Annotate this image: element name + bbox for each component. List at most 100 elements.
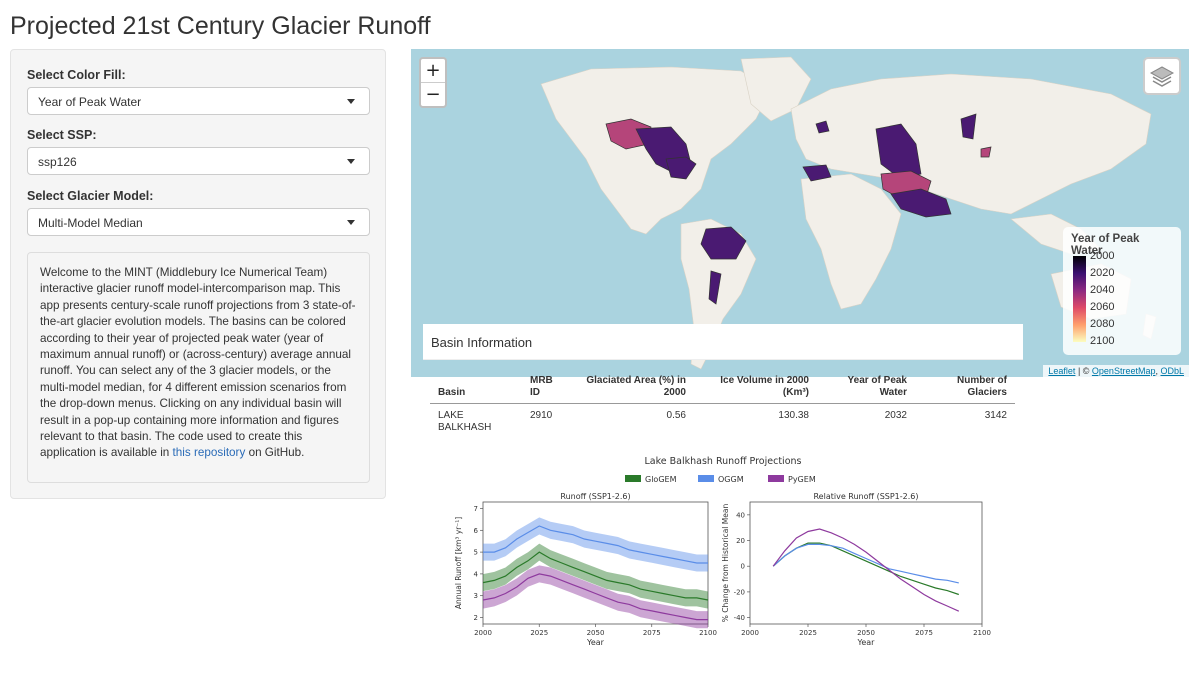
x-axis-label: Year [586, 638, 605, 647]
glacier-model-label: Select Glacier Model: [27, 189, 154, 203]
repository-link[interactable]: this repository [172, 446, 246, 460]
legend-tick: 2040 [1090, 284, 1115, 296]
layers-icon [1149, 66, 1175, 87]
legend-tick: 2020 [1090, 267, 1115, 279]
column-header: MRB ID [522, 373, 572, 404]
basin-amazon [700, 226, 747, 260]
zoom-control: + − [419, 57, 447, 108]
legend-label: OGGM [718, 475, 744, 484]
table-cell: LAKE BALKHASH [438, 410, 492, 433]
x-tick-label: 2075 [643, 629, 661, 637]
africa [800, 173, 902, 310]
subplot-title: Relative Runoff (SSP1-2.6) [813, 492, 918, 501]
legend-label: PyGEM [788, 475, 816, 484]
series-band-pygem [483, 565, 708, 629]
legend-tick: 2100 [1090, 335, 1115, 347]
y-tick-label: 4 [474, 570, 479, 578]
zoom-out-button[interactable]: − [425, 84, 441, 105]
x-tick-label: 2025 [530, 629, 548, 637]
legend-title: Year of Peak Water [1071, 233, 1140, 257]
x-tick-label: 2025 [799, 629, 817, 637]
basin-info-title: Basin Information [431, 335, 533, 350]
y-tick-label: 2 [474, 614, 478, 622]
chevron-down-icon [347, 159, 355, 164]
series-line-glogem [482, 551, 709, 601]
runoff-figure: Lake Balkhash Runoff Projections GloGEM OG… [453, 451, 993, 651]
basin-map[interactable]: + − Year of Peak Water 2000 2020 2040 20… [411, 49, 1189, 377]
series-line-glogem [772, 542, 959, 596]
page-title: Projected 21st Century Glacier Runoff [10, 12, 431, 40]
eurasia [790, 73, 1152, 215]
runoff-charts-svg: Lake Balkhash Runoff Projections GloGEM OG… [454, 456, 991, 647]
welcome-tail: on GitHub. [248, 446, 305, 460]
color-fill-select[interactable]: Year of Peak Water [27, 87, 370, 115]
basin-central-asia [875, 123, 922, 180]
series-line-oggm [483, 525, 708, 564]
table-cell: 3142 [984, 410, 1007, 421]
y-tick-label: 3 [474, 592, 478, 600]
column-header: Basin [430, 373, 522, 404]
legend-swatch [768, 475, 784, 482]
basin-east-siberia [960, 113, 977, 140]
glacier-model-value: Multi-Model Median [38, 216, 143, 230]
x-tick-label: 2050 [587, 629, 605, 637]
column-header: Glaciated Area (%) in 2000 [572, 373, 694, 404]
table-cell: 2032 [884, 410, 907, 421]
ssp-label: Select SSP: [27, 128, 97, 142]
chevron-down-icon [347, 99, 355, 104]
legend-tick: 2000 [1090, 250, 1115, 262]
y-tick-label: -20 [734, 588, 745, 596]
osm-link[interactable]: OpenStreetMap [1091, 366, 1156, 376]
table-cell: 130.38 [778, 410, 809, 421]
ssp-value: ssp126 [38, 155, 77, 169]
color-fill-label: Select Color Fill: [27, 68, 126, 82]
column-header: Year of Peak Water [817, 373, 915, 404]
figure-title: Lake Balkhash Runoff Projections [645, 456, 802, 467]
x-tick-label: 2050 [857, 629, 875, 637]
table-cell: 2910 [530, 410, 553, 421]
y-tick-label: 40 [736, 511, 745, 519]
y-tick-label: 6 [474, 527, 479, 535]
welcome-box: Welcome to the MINT (Middlebury Ice Nume… [27, 252, 370, 483]
ssp-select[interactable]: ssp126 [27, 147, 370, 175]
legend-swatch [698, 475, 714, 482]
x-tick-label: 2000 [474, 629, 492, 637]
leaflet-link[interactable]: Leaflet [1048, 366, 1076, 376]
y-tick-label: 0 [741, 563, 745, 571]
chevron-down-icon [347, 220, 355, 225]
y-tick-label: 20 [736, 537, 745, 545]
y-axis-label: % Change from Historical Mean [721, 504, 730, 623]
x-axis-label: Year [857, 638, 876, 647]
basin-europe [802, 164, 832, 182]
series-line-pygem [772, 528, 960, 612]
odbl-link[interactable]: ODbL [1160, 366, 1184, 376]
layers-button[interactable] [1143, 57, 1181, 95]
zoom-in-button[interactable]: + [421, 59, 445, 83]
legend-swatch [625, 475, 641, 482]
glacier-model-select[interactable]: Multi-Model Median [27, 208, 370, 236]
basin-canada [665, 156, 697, 180]
basin-info-table: Basin MRB ID Glaciated Area (%) in 2000 … [430, 373, 1015, 440]
column-header: Number of Glaciers [915, 373, 1015, 404]
column-header: Ice Volume in 2000 (Km³) [694, 373, 817, 404]
series-line-pygem [482, 573, 708, 621]
x-tick-label: 2000 [741, 629, 759, 637]
legend-tick: 2080 [1090, 318, 1115, 330]
color-fill-value: Year of Peak Water [38, 95, 142, 109]
basin-scandinavia [815, 120, 830, 134]
legend-colorbar [1073, 256, 1086, 342]
map-legend: Year of Peak Water 2000 2020 2040 2060 2… [1063, 227, 1181, 355]
series-band-oggm [483, 517, 708, 572]
x-tick-label: 2100 [699, 629, 717, 637]
table-header-row: Basin MRB ID Glaciated Area (%) in 2000 … [430, 373, 1015, 404]
subplot-title: Runoff (SSP1-2.6) [560, 492, 630, 501]
y-tick-label: 7 [474, 505, 478, 513]
basin-himalaya [890, 188, 952, 218]
legend-label: GloGEM [645, 475, 677, 484]
legend-tick: 2060 [1090, 301, 1115, 313]
basin-patagonia [708, 270, 722, 305]
table-cell: 0.56 [666, 410, 686, 421]
table-row: LAKE BALKHASH 2910 0.56 130.38 2032 3142 [430, 404, 1015, 441]
y-tick-label: 5 [474, 549, 478, 557]
basin-kamchatka [980, 146, 992, 158]
